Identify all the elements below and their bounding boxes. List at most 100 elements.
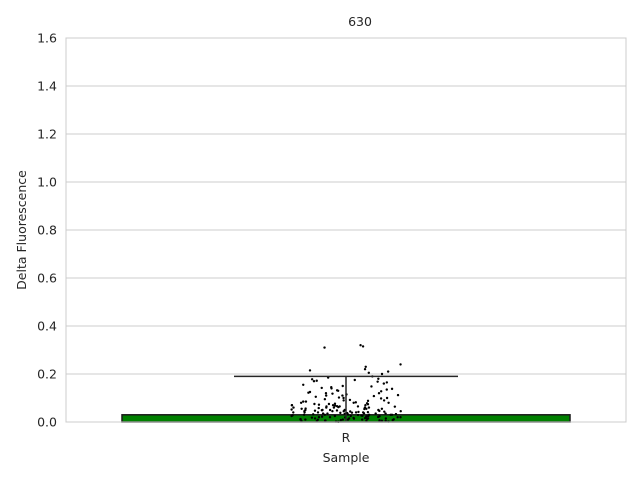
data-point: [316, 411, 320, 414]
data-point: [333, 402, 337, 405]
data-point: [394, 412, 398, 416]
data-point: [385, 381, 389, 384]
data-point: [363, 368, 367, 371]
y-tick-label: 1.6: [37, 31, 57, 46]
data-point: [391, 418, 394, 422]
data-point: [336, 389, 340, 392]
y-tick-label: 0.2: [37, 367, 57, 382]
data-point: [356, 413, 360, 417]
data-point: [328, 416, 332, 419]
data-point: [366, 403, 370, 406]
data-point: [335, 409, 339, 412]
data-point: [376, 380, 379, 383]
data-point: [290, 408, 293, 411]
data-point: [302, 383, 305, 386]
x-tick-label: R: [342, 430, 351, 445]
data-point: [361, 411, 365, 414]
data-point: [290, 404, 294, 407]
data-point: [317, 403, 321, 406]
data-point: [350, 411, 354, 414]
data-point: [383, 410, 386, 413]
data-point: [353, 378, 356, 382]
data-point: [382, 399, 386, 402]
x-axis-label: Sample: [323, 450, 370, 465]
data-point: [367, 371, 371, 374]
data-point: [377, 392, 381, 395]
data-point: [380, 419, 384, 422]
data-point: [354, 401, 358, 404]
data-point: [359, 344, 362, 347]
data-point: [302, 413, 306, 416]
data-point: [354, 411, 358, 414]
data-point: [346, 418, 350, 421]
data-point: [328, 408, 332, 412]
data-point: [320, 386, 323, 390]
data-point: [385, 396, 389, 400]
data-point: [317, 416, 321, 419]
data-point: [323, 398, 327, 401]
data-point: [304, 418, 307, 421]
data-point: [325, 406, 328, 409]
data-point: [320, 415, 324, 418]
data-point: [314, 395, 317, 398]
data-point: [374, 412, 377, 415]
data-point: [292, 406, 295, 409]
data-point: [377, 377, 380, 380]
data-point: [321, 412, 325, 415]
data-point: [342, 396, 345, 400]
data-point: [341, 384, 344, 388]
data-point: [360, 418, 364, 421]
data-point: [324, 392, 328, 395]
data-point: [366, 399, 370, 403]
data-point: [299, 401, 303, 404]
y-tick-label: 1.0: [37, 175, 57, 190]
data-point: [365, 407, 368, 410]
y-tick-labels: 0.0 0.2 0.4 0.6 0.8 1.0 1.2 1.4 1.6: [37, 31, 57, 430]
data-point: [323, 413, 327, 416]
y-tick-label: 0.6: [37, 271, 57, 286]
data-point: [310, 378, 314, 381]
data-point: [330, 387, 333, 390]
data-point: [396, 393, 400, 397]
y-tick-label: 0.0: [37, 415, 57, 430]
data-point: [332, 406, 336, 409]
data-point: [367, 406, 371, 409]
data-point: [379, 390, 383, 393]
data-point: [333, 414, 337, 418]
data-point: [327, 402, 331, 406]
data-point: [290, 414, 293, 418]
plot-border: [65, 37, 627, 423]
data-point: [303, 411, 306, 414]
data-point: [357, 410, 360, 414]
y-tick-label: 0.4: [37, 319, 57, 334]
data-point: [377, 415, 380, 419]
data-point: [379, 397, 383, 400]
data-point: [302, 400, 305, 403]
data-point: [384, 419, 387, 422]
x-tick-labels: R: [342, 430, 351, 445]
data-point: [349, 410, 352, 413]
data-point: [390, 387, 394, 391]
data-point: [364, 416, 368, 419]
data-point: [339, 411, 342, 415]
data-point: [364, 365, 367, 368]
y-axis-label: Delta Fluorescence: [14, 170, 29, 290]
data-point: [372, 394, 376, 398]
error-bars: [234, 375, 458, 422]
data-point: [361, 414, 364, 417]
data-point: [326, 412, 329, 415]
data-point: [324, 394, 328, 397]
data-point: [399, 363, 402, 366]
data-point: [399, 416, 402, 419]
y-tick-label: 1.2: [37, 127, 57, 142]
data-point: [377, 408, 380, 412]
plot-frame: [65, 37, 627, 423]
data-point: [382, 382, 386, 385]
data-point: [300, 407, 303, 410]
data-point: [356, 405, 360, 408]
data-point: [365, 419, 368, 422]
data-point: [361, 345, 365, 348]
data-point: [385, 388, 388, 391]
data-point: [367, 414, 370, 418]
